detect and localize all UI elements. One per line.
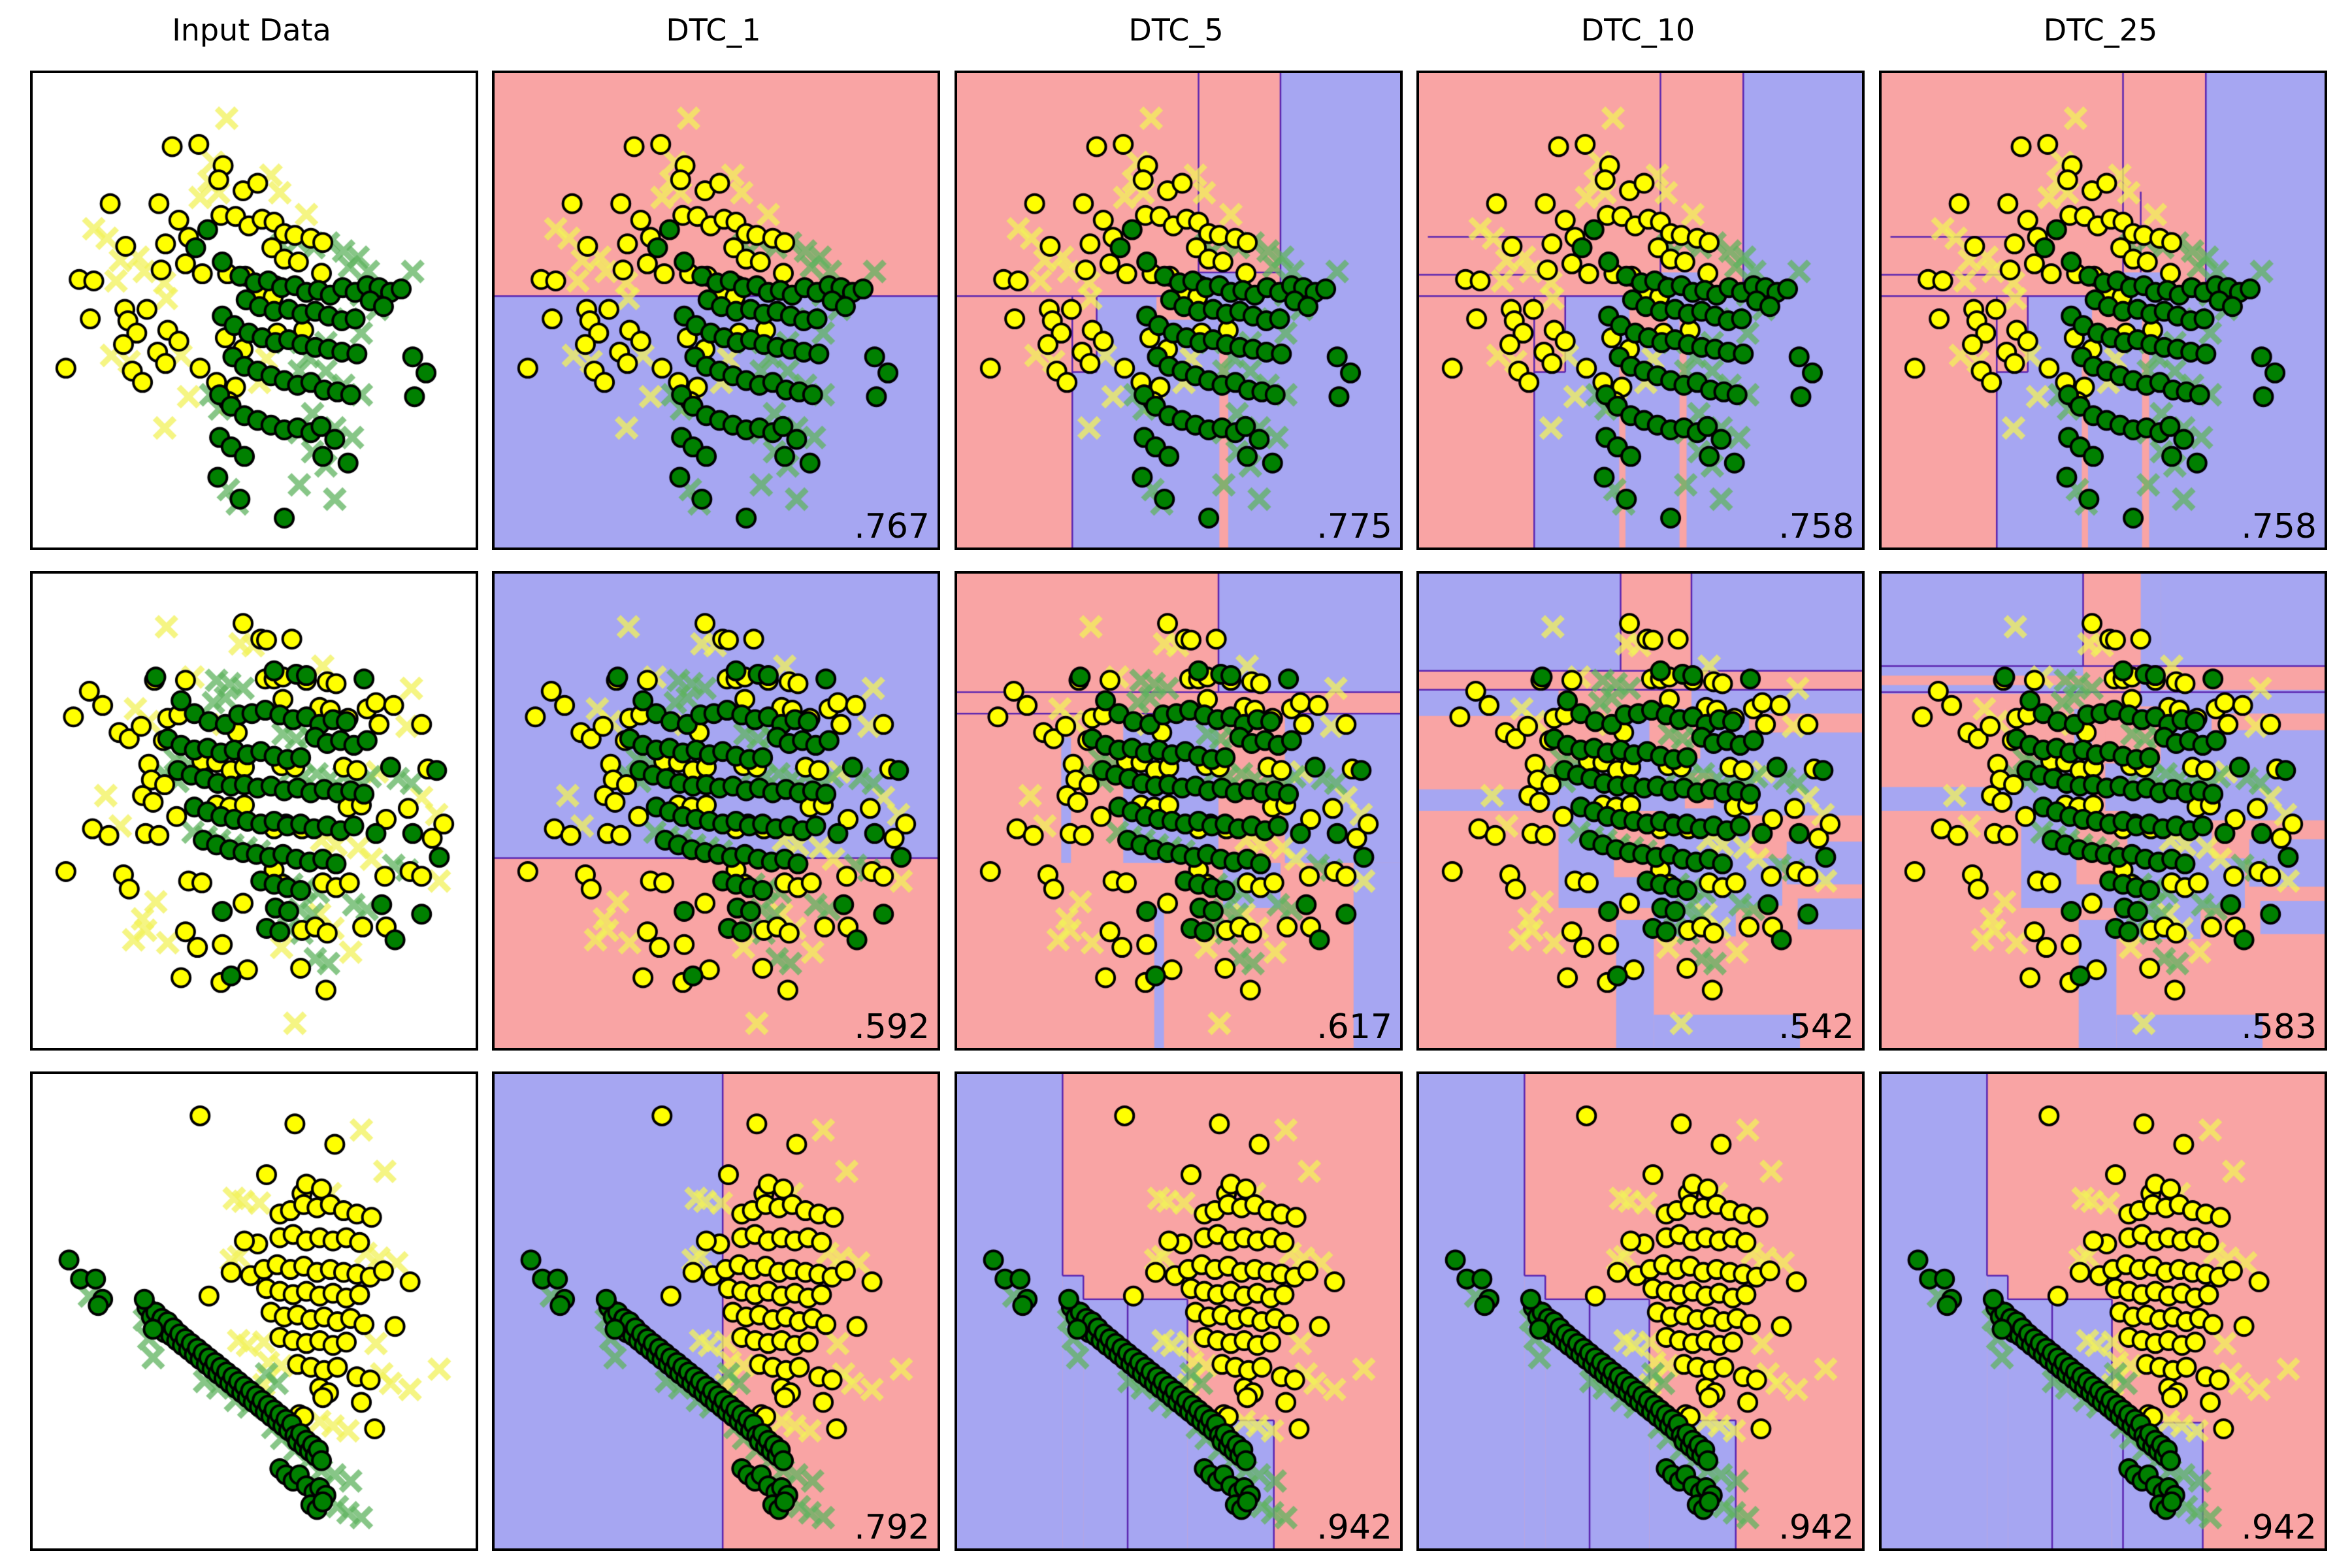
- scatter-canvas-dtc10-row1: [1419, 73, 1862, 547]
- scatter-canvas-dtc1-row3: [495, 1074, 938, 1548]
- panel-dtc1-row2: .592: [492, 571, 940, 1051]
- scatter-canvas-dtc25-row3: [1882, 1074, 2325, 1548]
- panel-dtc10-row2: .542: [1416, 571, 1865, 1051]
- scatter-canvas-dtc10-row2: [1419, 574, 1862, 1048]
- scatter-canvas-dtc25-row2: [1882, 574, 2325, 1048]
- scatter-canvas-dtc25-row1: [1882, 73, 2325, 547]
- accuracy-score: .542: [1778, 1007, 1854, 1047]
- accuracy-score: .592: [854, 1007, 930, 1047]
- title-input-data: Input Data: [172, 12, 331, 48]
- scatter-canvas-dtc10-row3: [1419, 1074, 1862, 1548]
- panel-dtc1-row3: .792: [492, 1071, 940, 1551]
- accuracy-score: .767: [854, 507, 930, 546]
- panel-dtc5-row2: .617: [955, 571, 1403, 1051]
- panel-dtc25-row2: .583: [1879, 571, 2327, 1051]
- scatter-canvas-input-row1: [33, 73, 476, 547]
- title-dtc-5: DTC_5: [1128, 12, 1224, 48]
- scatter-canvas-dtc1-row2: [495, 574, 938, 1048]
- accuracy-score: .758: [2241, 507, 2317, 546]
- scatter-canvas-dtc5-row1: [957, 73, 1400, 547]
- scatter-canvas-dtc1-row1: [495, 73, 938, 547]
- panel-dtc25-row3: .942: [1879, 1071, 2327, 1551]
- scatter-canvas-input-row2: [33, 574, 476, 1048]
- accuracy-score: .792: [854, 1508, 930, 1547]
- panel-dtc25-row1: .758: [1879, 71, 2327, 550]
- accuracy-score: .942: [1778, 1508, 1854, 1547]
- panel-dtc5-row3: .942: [955, 1071, 1403, 1551]
- scatter-canvas-input-row3: [33, 1074, 476, 1548]
- panel-dtc10-row3: .942: [1416, 1071, 1865, 1551]
- panel-input-row1: [30, 71, 478, 550]
- panel-dtc1-row1: .767: [492, 71, 940, 550]
- panel-input-row2: [30, 571, 478, 1051]
- title-dtc-10: DTC_10: [1580, 12, 1695, 48]
- scatter-canvas-dtc5-row2: [957, 574, 1400, 1048]
- title-dtc-25: DTC_25: [2043, 12, 2158, 48]
- accuracy-score: .583: [2241, 1007, 2317, 1047]
- title-dtc-1: DTC_1: [666, 12, 761, 48]
- accuracy-score: .617: [1316, 1007, 1392, 1047]
- accuracy-score: .758: [1778, 507, 1854, 546]
- panel-dtc5-row1: .775: [955, 71, 1403, 550]
- panel-input-row3: [30, 1071, 478, 1551]
- scatter-canvas-dtc5-row3: [957, 1074, 1400, 1548]
- panel-dtc10-row1: .758: [1416, 71, 1865, 550]
- accuracy-score: .942: [2241, 1508, 2317, 1547]
- accuracy-score: .942: [1316, 1508, 1392, 1547]
- accuracy-score: .775: [1316, 507, 1392, 546]
